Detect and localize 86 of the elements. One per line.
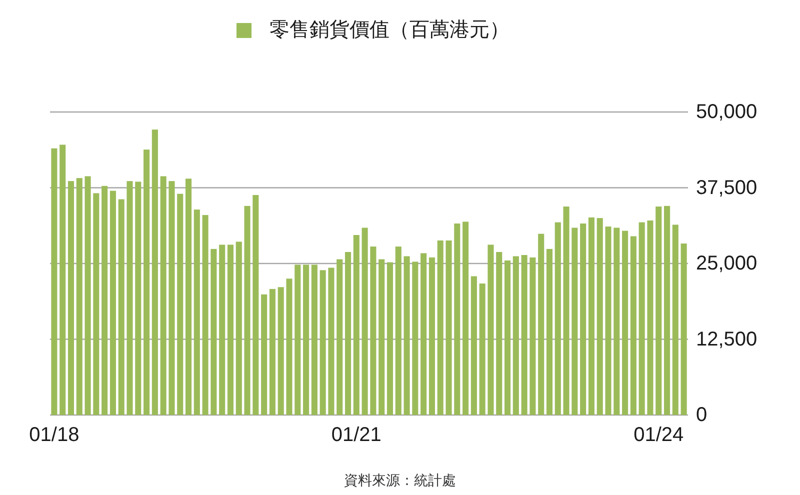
y-tick-label: 12,500	[696, 328, 758, 350]
bar	[470, 276, 477, 415]
bar	[93, 193, 100, 415]
bar	[563, 206, 570, 415]
bar	[344, 252, 352, 415]
bar	[572, 228, 578, 415]
bar	[554, 222, 561, 415]
bar	[412, 262, 418, 415]
bar	[680, 244, 687, 415]
bar	[647, 220, 654, 415]
bar	[269, 288, 276, 415]
bar	[546, 248, 553, 415]
bar	[580, 224, 586, 415]
bar	[252, 195, 259, 415]
bar	[353, 235, 360, 415]
bar	[118, 199, 124, 415]
bar	[84, 176, 91, 415]
bar	[672, 224, 678, 415]
x-tick-label: 01/18	[29, 424, 80, 446]
bar	[378, 259, 385, 415]
y-tick-label: 37,500	[696, 176, 758, 199]
bar	[437, 240, 444, 415]
bar	[168, 181, 175, 415]
bar	[152, 130, 158, 415]
bar	[428, 257, 435, 415]
bar	[219, 244, 226, 415]
bar	[60, 144, 66, 415]
legend: 零售銷貨價值（百萬港元）	[236, 19, 502, 41]
bar	[596, 218, 603, 415]
bar	[126, 181, 133, 415]
bar	[420, 253, 427, 415]
bar	[370, 246, 376, 415]
bar	[446, 240, 452, 415]
bar	[395, 246, 402, 415]
bar	[110, 190, 116, 415]
bar	[278, 287, 284, 415]
bar	[311, 264, 318, 415]
bar	[144, 150, 150, 415]
bar	[135, 182, 142, 415]
bar	[538, 234, 544, 415]
bar	[76, 178, 82, 415]
x-tick-label: 01/21	[331, 424, 382, 446]
bar	[479, 284, 486, 415]
bar	[530, 257, 536, 415]
bar	[294, 264, 301, 415]
bar	[622, 230, 628, 415]
bar	[236, 242, 242, 415]
bar	[362, 228, 368, 415]
x-tick-label: 01/24	[634, 424, 684, 446]
bar	[202, 215, 208, 415]
bar	[664, 206, 670, 415]
bar	[185, 178, 192, 415]
bar	[102, 186, 108, 415]
bar	[614, 228, 620, 415]
bar	[521, 255, 528, 415]
y-tick-label: 50,000	[696, 101, 758, 123]
bar	[462, 222, 469, 415]
bar	[177, 194, 184, 415]
bar	[320, 270, 326, 415]
bar	[51, 148, 58, 415]
bar	[261, 294, 268, 415]
annotations: 資料來源：統計處	[344, 472, 456, 488]
bar	[496, 252, 502, 415]
bar	[656, 206, 662, 415]
bar	[227, 244, 234, 415]
bar	[194, 210, 200, 415]
bar	[210, 248, 217, 415]
bar	[638, 222, 645, 415]
bar	[336, 259, 343, 415]
bar	[605, 226, 612, 415]
bar	[588, 217, 594, 415]
bar	[386, 262, 394, 415]
bar	[286, 278, 292, 415]
bar	[160, 176, 166, 415]
bar	[244, 206, 250, 415]
bar	[504, 260, 511, 415]
bar	[328, 268, 334, 415]
bar	[68, 181, 74, 415]
bar	[512, 256, 519, 415]
bar	[454, 224, 460, 415]
bar	[404, 256, 410, 415]
y-tick-label: 25,000	[696, 252, 758, 274]
bar	[303, 264, 310, 415]
y-tick-label: 0	[696, 404, 708, 426]
bar	[630, 236, 636, 415]
bar	[488, 244, 494, 415]
